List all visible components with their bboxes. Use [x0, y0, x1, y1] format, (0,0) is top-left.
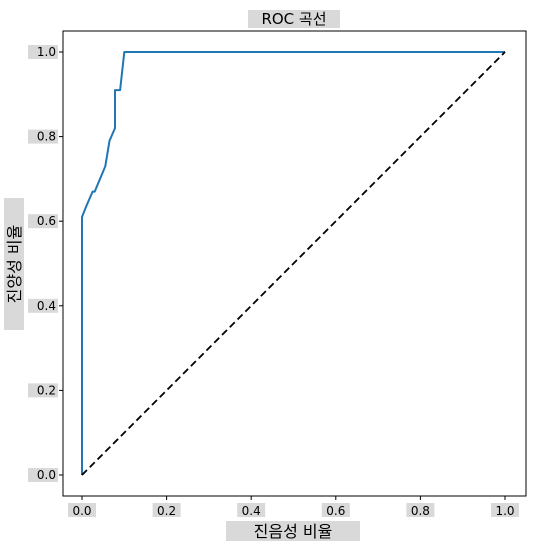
chart-title: ROC 곡선 [261, 10, 326, 28]
x-tick-label-bg [491, 503, 519, 517]
y-tick-label-bg [28, 129, 58, 144]
x-tick-label: 0.2 [157, 504, 176, 518]
y-axis-label: 진양성 비율 [5, 225, 24, 304]
series-layer [81, 51, 506, 476]
x-tick-label-bg [406, 503, 435, 517]
x-tick-label-bg [152, 503, 181, 517]
x-tick-label-bg [237, 503, 266, 517]
y-tick-label-bg [28, 383, 58, 398]
y-tick-label-bg [28, 468, 58, 482]
x-tick-label-bg [68, 503, 96, 517]
y-tick-label-bg [28, 45, 58, 59]
y-tick-label: 0.6 [37, 214, 56, 228]
y-tick-label-bg [28, 214, 58, 229]
x-axis-label: 진음성 비율 [254, 522, 333, 541]
plot-frame [62, 30, 527, 497]
x-tick-label: 1.0 [495, 504, 514, 518]
axis-ticks: 0.0 0.2 0.4 0.6 0.8 1.0 0.0 0.2 0.4 0.6 0.8 1.0 [28, 45, 519, 518]
y-tick-label: 0.0 [37, 468, 56, 482]
y-tick-label: 0.8 [37, 130, 56, 144]
y-tick-label: 0.2 [37, 383, 56, 397]
y-tick-label-bg [28, 298, 58, 313]
xlabel-background [226, 521, 360, 541]
title-background [248, 10, 340, 28]
roc-curve-line [81, 51, 505, 475]
x-tick-label: 0.0 [72, 504, 91, 518]
x-tick-label-bg [321, 503, 350, 517]
ylabel-background [4, 198, 24, 330]
x-tick-label: 0.8 [411, 504, 430, 518]
random-guess-diagonal-line [81, 51, 506, 476]
y-tick-label: 0.4 [37, 299, 56, 313]
x-tick-label: 0.6 [326, 504, 345, 518]
y-tick-label: 1.0 [37, 45, 56, 59]
x-tick-label: 0.4 [242, 504, 261, 518]
